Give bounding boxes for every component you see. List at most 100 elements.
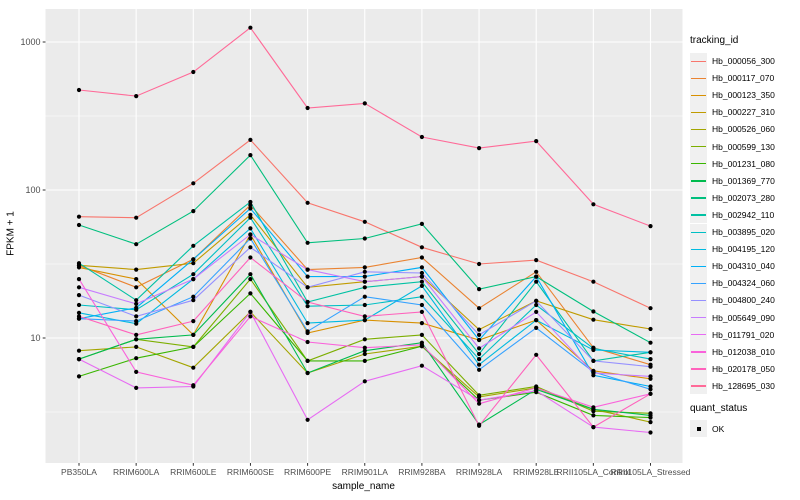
data-point bbox=[248, 255, 253, 260]
legend-item-Hb_000227_310: Hb_000227_310 bbox=[690, 103, 775, 121]
legend-item-Hb_002942_110: Hb_002942_110 bbox=[690, 206, 774, 224]
data-point bbox=[191, 272, 196, 277]
legend-item-Hb_000123_350: Hb_000123_350 bbox=[690, 86, 775, 104]
data-point bbox=[362, 314, 367, 319]
data-point bbox=[248, 314, 253, 319]
data-point bbox=[648, 413, 653, 418]
data-point bbox=[191, 181, 196, 186]
data-point bbox=[191, 257, 196, 262]
data-point bbox=[477, 367, 482, 372]
data-point bbox=[362, 318, 367, 323]
data-point bbox=[648, 420, 653, 425]
data-point bbox=[591, 425, 596, 430]
x-tick-label: RRII105LA_Control bbox=[556, 467, 630, 477]
x-axis-title: sample_name bbox=[332, 481, 395, 492]
data-point bbox=[76, 314, 82, 319]
legend-item-Hb_000117_070: Hb_000117_070 bbox=[690, 69, 774, 87]
data-point bbox=[134, 319, 139, 324]
data-point bbox=[248, 137, 253, 142]
data-point bbox=[305, 285, 310, 290]
legend-key-swatch bbox=[690, 52, 707, 70]
legend-key-swatch bbox=[690, 138, 707, 155]
x-tick-label: RRIM600SE bbox=[227, 467, 275, 477]
data-point bbox=[648, 224, 653, 229]
legend-label: Hb_005649_090 bbox=[712, 312, 775, 323]
data-point bbox=[591, 309, 596, 314]
data-point bbox=[305, 329, 310, 334]
legend-item-Hb_003895_020: Hb_003895_020 bbox=[690, 223, 775, 241]
legend-label: OK bbox=[712, 423, 725, 434]
legend-label: Hb_001369_770 bbox=[712, 175, 775, 186]
data-point bbox=[305, 339, 310, 345]
data-point bbox=[191, 69, 196, 75]
legend-label: Hb_000227_310 bbox=[712, 107, 775, 118]
data-point bbox=[134, 94, 139, 99]
legend-item-Hb_020178_050: Hb_020178_050 bbox=[690, 360, 775, 378]
data-point bbox=[191, 209, 196, 214]
data-point bbox=[534, 309, 539, 314]
data-point bbox=[134, 369, 139, 374]
data-point bbox=[648, 326, 653, 332]
data-point bbox=[477, 332, 482, 337]
legend-label: Hb_000599_130 bbox=[712, 141, 775, 152]
data-point bbox=[362, 265, 367, 270]
legend-key-swatch bbox=[690, 360, 707, 378]
data-point bbox=[248, 206, 253, 211]
legend-line-icon bbox=[691, 317, 706, 319]
data-point bbox=[534, 388, 539, 393]
data-point bbox=[248, 226, 253, 231]
data-point bbox=[534, 302, 539, 308]
data-point bbox=[591, 202, 596, 207]
data-point bbox=[248, 203, 253, 208]
data-point bbox=[534, 139, 539, 144]
legend-label: Hb_003895_020 bbox=[712, 227, 775, 237]
legend-line-icon bbox=[691, 351, 706, 353]
data-point bbox=[248, 25, 253, 30]
data-point bbox=[477, 398, 482, 403]
x-tick-label: PB350LA bbox=[61, 467, 97, 477]
data-point bbox=[191, 365, 196, 370]
legend-line-icon bbox=[691, 94, 706, 97]
data-point bbox=[305, 304, 310, 309]
x-tick-label: RRII105LA_Stressed bbox=[611, 467, 691, 477]
data-point bbox=[534, 385, 539, 390]
legend-title-quant-status: quant_status bbox=[690, 403, 748, 414]
data-point bbox=[477, 287, 482, 292]
data-point bbox=[248, 215, 253, 220]
legend-line-icon bbox=[691, 180, 706, 182]
legend-key-swatch bbox=[690, 189, 707, 207]
data-point bbox=[134, 285, 139, 290]
data-point bbox=[248, 199, 253, 205]
legend-line-icon bbox=[691, 368, 706, 370]
data-point bbox=[191, 383, 196, 388]
data-point bbox=[362, 294, 367, 299]
legend-item-Hb_001231_080: Hb_001231_080 bbox=[690, 155, 775, 173]
legend-item-quant-OK: OK bbox=[690, 420, 724, 437]
data-point bbox=[534, 352, 539, 357]
legend-item-Hb_004310_040: Hb_004310_040 bbox=[690, 257, 775, 275]
legend-item-Hb_005649_090: Hb_005649_090 bbox=[690, 309, 775, 326]
legend-label: Hb_000123_350 bbox=[712, 90, 775, 101]
data-point bbox=[305, 358, 310, 363]
data-point bbox=[76, 277, 82, 282]
legend-item-Hb_000526_060: Hb_000526_060 bbox=[690, 120, 775, 138]
data-point bbox=[248, 277, 253, 282]
data-point bbox=[477, 306, 482, 311]
data-point bbox=[76, 214, 82, 219]
data-point bbox=[591, 279, 596, 284]
data-point bbox=[305, 200, 310, 205]
data-point bbox=[248, 236, 253, 241]
legend-item-Hb_004800_240: Hb_004800_240 bbox=[690, 291, 775, 309]
y-tick-label: 10 bbox=[30, 333, 40, 343]
data-point bbox=[419, 265, 424, 270]
legend-key-swatch bbox=[690, 172, 707, 190]
legend-label: Hb_004800_240 bbox=[712, 295, 775, 306]
data-point bbox=[362, 302, 367, 308]
data-point bbox=[362, 274, 367, 279]
data-point bbox=[305, 240, 310, 245]
data-point bbox=[362, 101, 367, 106]
legend-item-Hb_012038_010: Hb_012038_010 bbox=[690, 343, 775, 361]
data-point bbox=[305, 370, 310, 376]
